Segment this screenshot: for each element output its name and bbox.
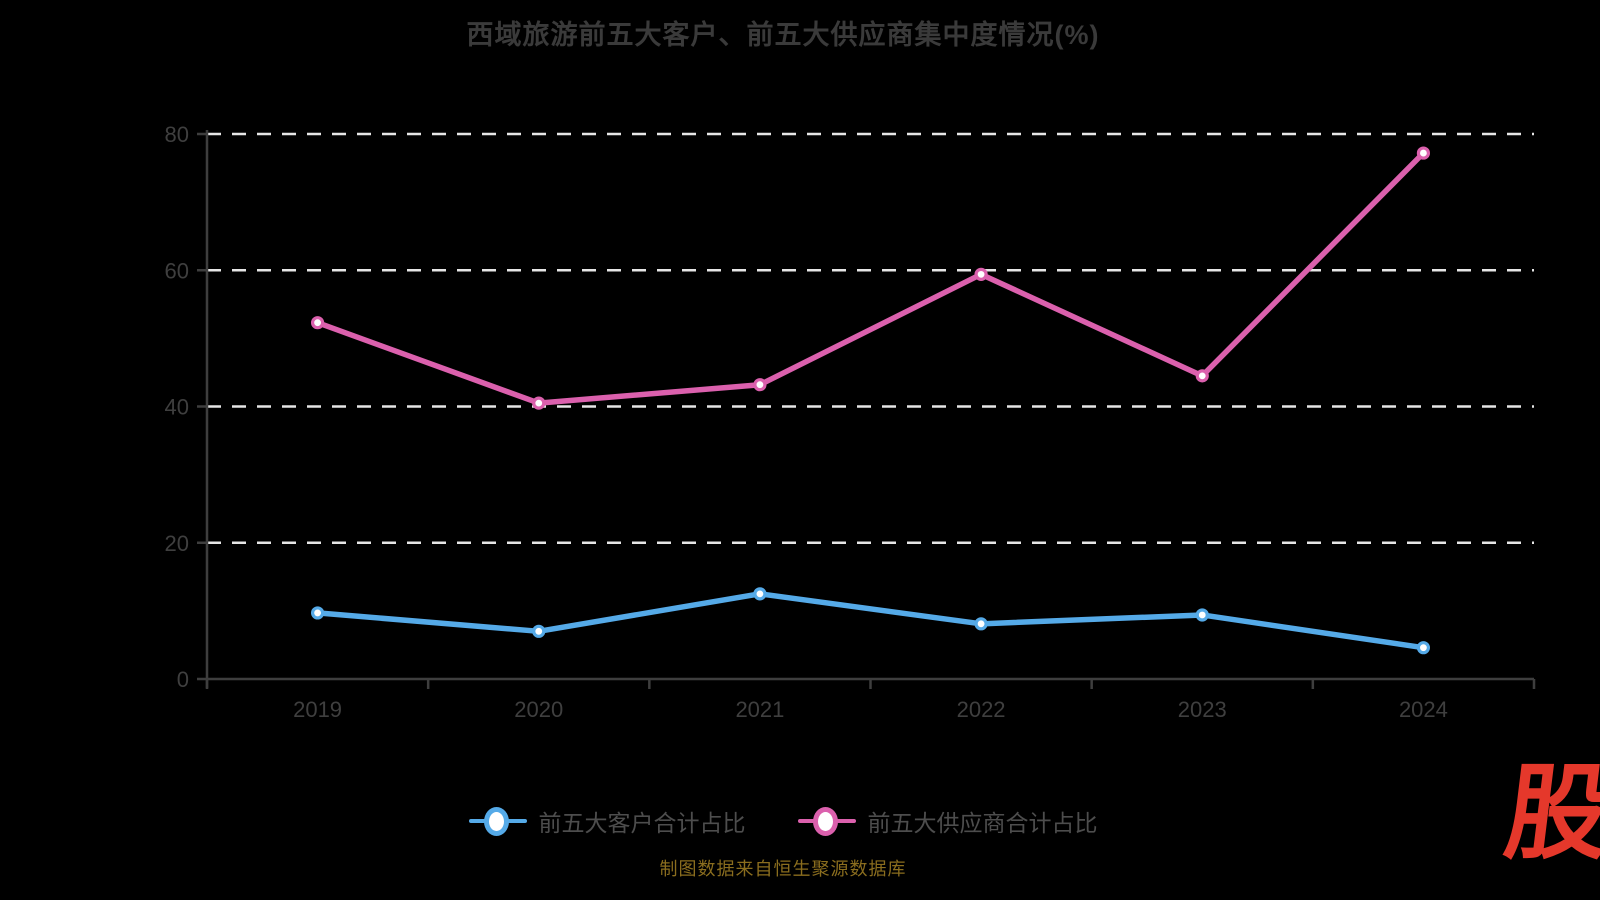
y-tick-label: 40: [165, 395, 189, 420]
data-point-0-2024[interactable]: [1416, 641, 1431, 655]
data-point-0-2023[interactable]: [1195, 608, 1209, 622]
legend-item-customers[interactable]: 前五大客户合计占比: [468, 804, 746, 838]
y-tick-label: 80: [165, 122, 189, 147]
data-point-1-2020[interactable]: [532, 396, 546, 410]
x-tick-label: 2022: [957, 697, 1006, 722]
data-point-1-2022[interactable]: [974, 267, 988, 281]
data-point-0-2022[interactable]: [974, 617, 988, 631]
data-point-0-2020[interactable]: [532, 624, 546, 638]
x-tick-label: 2021: [735, 697, 784, 722]
data-point-0-2021[interactable]: [753, 587, 767, 601]
x-tick-label: 2020: [514, 697, 563, 722]
y-tick-label: 60: [165, 258, 189, 283]
data-point-1-2021[interactable]: [753, 378, 767, 392]
line-marker-icon: [797, 806, 856, 836]
legend-dot: [812, 807, 838, 836]
data-point-0-2019[interactable]: [310, 606, 325, 620]
data-point-1-2023[interactable]: [1195, 369, 1209, 383]
legend-item-suppliers[interactable]: 前五大供应商合计占比: [797, 804, 1098, 838]
chart-title: 西域旅游前五大客户、前五大供应商集中度情况(%): [466, 20, 1100, 50]
legend-label-customers: 前五大客户合计占比: [538, 810, 746, 836]
brand-logo: 股: [1498, 756, 1600, 872]
y-tick-label: 20: [165, 531, 189, 556]
legend-dot: [483, 807, 509, 836]
legend-label-suppliers: 前五大供应商合计占比: [867, 810, 1098, 836]
series-line-0: [314, 591, 1427, 651]
y-tick-label: 0: [177, 667, 189, 692]
data-point-1-2019[interactable]: [310, 316, 325, 330]
line-marker-icon: [468, 806, 527, 836]
x-tick-label: 2019: [293, 697, 342, 722]
data-point-1-2024[interactable]: [1416, 146, 1431, 160]
x-tick-label: 2024: [1399, 697, 1448, 722]
x-tick-label: 2023: [1178, 697, 1227, 722]
legend: 前五大客户合计占比 前五大供应商合计占比: [0, 800, 1566, 842]
series-line-1: [314, 150, 1427, 406]
data-source-caption: 制图数据来自恒生聚源数据库: [659, 859, 907, 879]
